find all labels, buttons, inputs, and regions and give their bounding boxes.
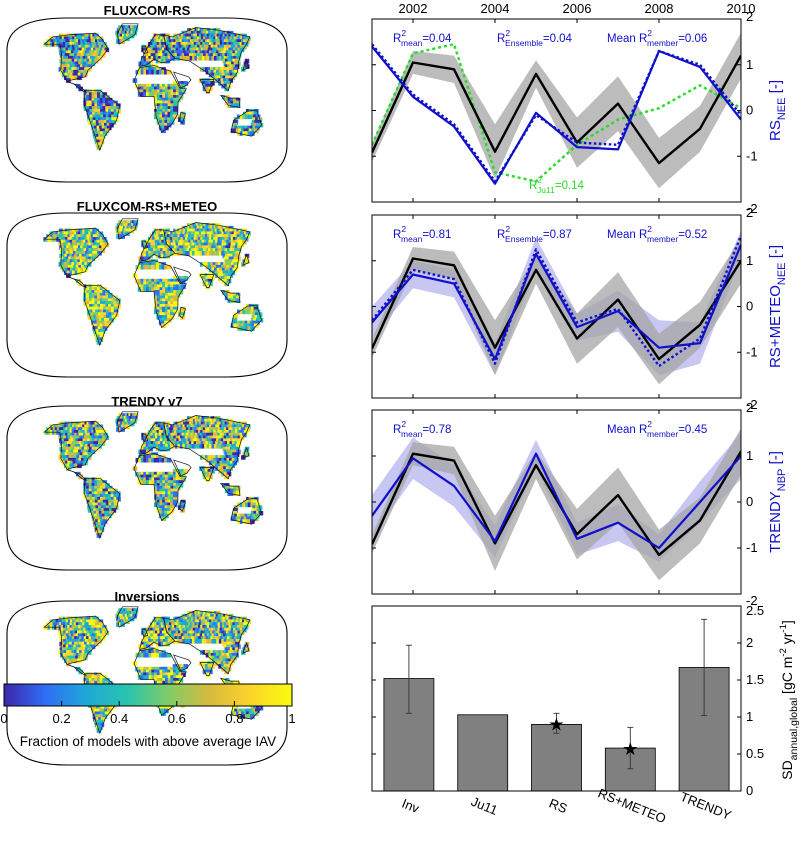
map-fluxcom-rs bbox=[7, 18, 287, 182]
map-title-fluxcom-rs: FLUXCOM-RS bbox=[104, 3, 191, 18]
map-data-layer bbox=[43, 412, 263, 538]
map-fluxcom-rs-meteo bbox=[7, 213, 287, 377]
map-panel-fluxcom-rs-meteo: FLUXCOM-RS+METEO bbox=[7, 199, 287, 377]
map-data-layer bbox=[43, 219, 263, 345]
map-panel-trendy: TRENDY v7 bbox=[7, 394, 287, 570]
map-panel-fluxcom-rs: FLUXCOM-RS bbox=[7, 3, 287, 182]
map-title-fluxcom-rs-meteo: FLUXCOM-RS+METEO bbox=[77, 199, 217, 214]
map-title-trendy: TRENDY v7 bbox=[111, 394, 182, 409]
map-trendy bbox=[7, 406, 287, 570]
map-data-layer bbox=[43, 24, 263, 150]
map-title-inversions: Inversions bbox=[114, 589, 179, 604]
